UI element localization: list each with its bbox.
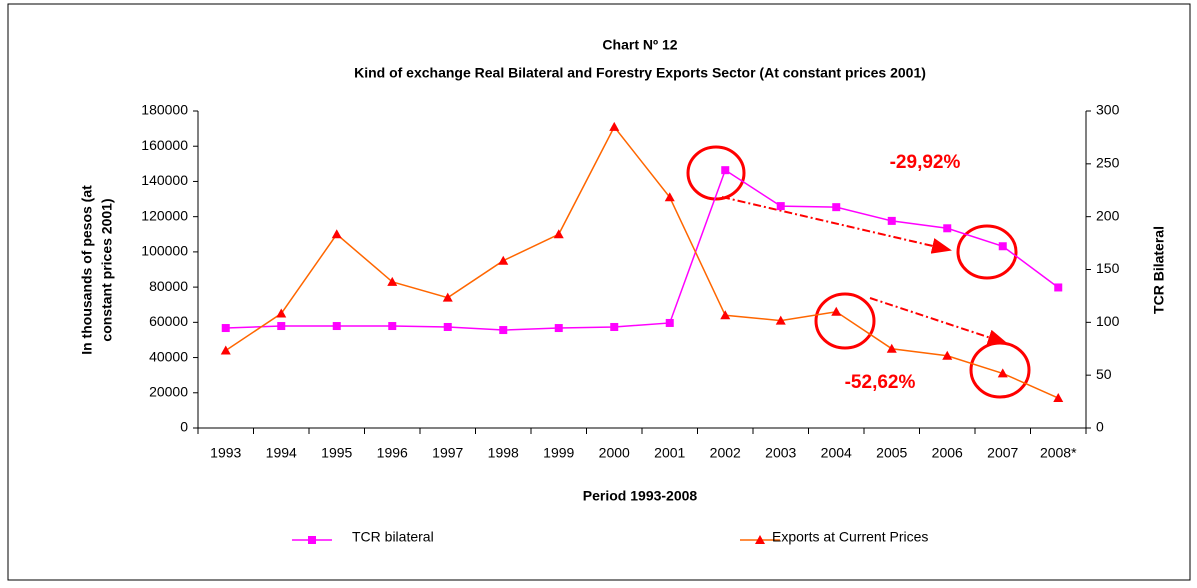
data-point: [332, 322, 341, 331]
data-point: [664, 192, 675, 202]
y-tick-label: 20000: [149, 383, 188, 399]
y2-tick-label: 200: [1096, 207, 1120, 223]
x-tick-label: 2002: [710, 445, 741, 461]
y2-tick-label: 0: [1096, 419, 1104, 435]
data-point: [498, 255, 509, 265]
x-axis-label: Period 1993-2008: [583, 488, 698, 504]
data-point: [610, 322, 619, 331]
y2-tick-label: 50: [1096, 366, 1112, 382]
data-point: [1054, 283, 1063, 292]
data-point: [499, 326, 508, 335]
data-point: [776, 202, 785, 211]
data-point: [886, 343, 897, 353]
x-tick-label: 2004: [821, 445, 852, 461]
y-tick-label: 140000: [141, 172, 188, 188]
data-point: [665, 318, 674, 327]
y2-tick-label: 100: [1096, 313, 1120, 329]
data-point: [443, 322, 452, 331]
x-tick-label: 1996: [377, 445, 408, 461]
y-tick-label: 40000: [149, 348, 188, 364]
chart-border: [7, 3, 1191, 581]
highlight-circle: [814, 292, 876, 350]
x-tick-label: 2003: [765, 445, 796, 461]
x-tick-label: 2001: [654, 445, 685, 461]
data-point: [553, 229, 564, 239]
y2-tick-label: 250: [1096, 155, 1120, 171]
chart-subtitle: Kind of exchange Real Bilateral and Fore…: [354, 65, 926, 81]
y-tick-label: 60000: [149, 313, 188, 329]
data-point: [276, 308, 287, 318]
data-point: [831, 306, 842, 316]
series-line: [225, 169, 1059, 331]
x-tick-label: 1995: [321, 445, 352, 461]
data-point: [832, 203, 841, 212]
x-tick-label: 2006: [932, 445, 963, 461]
x-tick-label: 1993: [210, 445, 241, 461]
trend-arrows: [721, 196, 1008, 345]
y-tick-label: 160000: [141, 137, 188, 153]
y-axis-label: constant prices 2001): [99, 198, 115, 341]
data-point: [942, 350, 953, 360]
data-point: [775, 315, 786, 325]
data-point: [721, 166, 730, 175]
highlight-circle: [956, 224, 1018, 280]
annotation: -52,62%: [845, 372, 916, 393]
x-tick-label: 2007: [987, 445, 1018, 461]
data-point: [997, 368, 1008, 378]
x-tick-label: 1997: [432, 445, 463, 461]
y2-tick-label: 150: [1096, 260, 1120, 276]
data-point: [221, 324, 230, 333]
data-point: [609, 121, 620, 131]
data-point: [387, 276, 398, 286]
x-tick-label: 1999: [543, 445, 574, 461]
y2-tick-label: 300: [1096, 102, 1120, 118]
legend-marker: [308, 536, 316, 544]
chart-title: Chart Nº 12: [602, 37, 677, 53]
y-tick-label: 0: [180, 419, 188, 435]
data-point: [220, 345, 231, 355]
x-tick-label: 1994: [266, 445, 297, 461]
data-point: [720, 310, 731, 320]
x-tick-label: 2005: [876, 445, 907, 461]
y-tick-label: 180000: [141, 102, 188, 118]
data-point: [943, 224, 952, 233]
trend-arrow: [721, 196, 952, 254]
x-tick-label: 2000: [599, 445, 630, 461]
data-point: [554, 324, 563, 333]
trend-arrow: [869, 297, 1008, 345]
x-tick-label: 1998: [488, 445, 519, 461]
data-point: [442, 292, 453, 302]
data-point: [277, 322, 286, 331]
legend-marker: [755, 535, 765, 544]
legend-label: Exports at Current Prices: [772, 529, 928, 545]
data-point: [887, 216, 896, 225]
series-line: [225, 125, 1059, 399]
y-tick-label: 100000: [141, 243, 188, 259]
y-axis-label: In thousands of pesos (at: [79, 185, 95, 355]
annotation: -29,92%: [890, 152, 961, 173]
data-point: [388, 322, 397, 331]
y2-axis-label: TCR Bilateral: [1151, 226, 1167, 314]
data-point: [998, 242, 1007, 251]
y-tick-label: 80000: [149, 278, 188, 294]
legend-label: TCR bilateral: [352, 529, 434, 545]
data-point: [331, 229, 342, 239]
y-tick-label: 120000: [141, 207, 188, 223]
data-point: [1053, 393, 1064, 403]
x-tick-label: 2008*: [1040, 445, 1077, 461]
highlight-circle: [686, 145, 746, 201]
